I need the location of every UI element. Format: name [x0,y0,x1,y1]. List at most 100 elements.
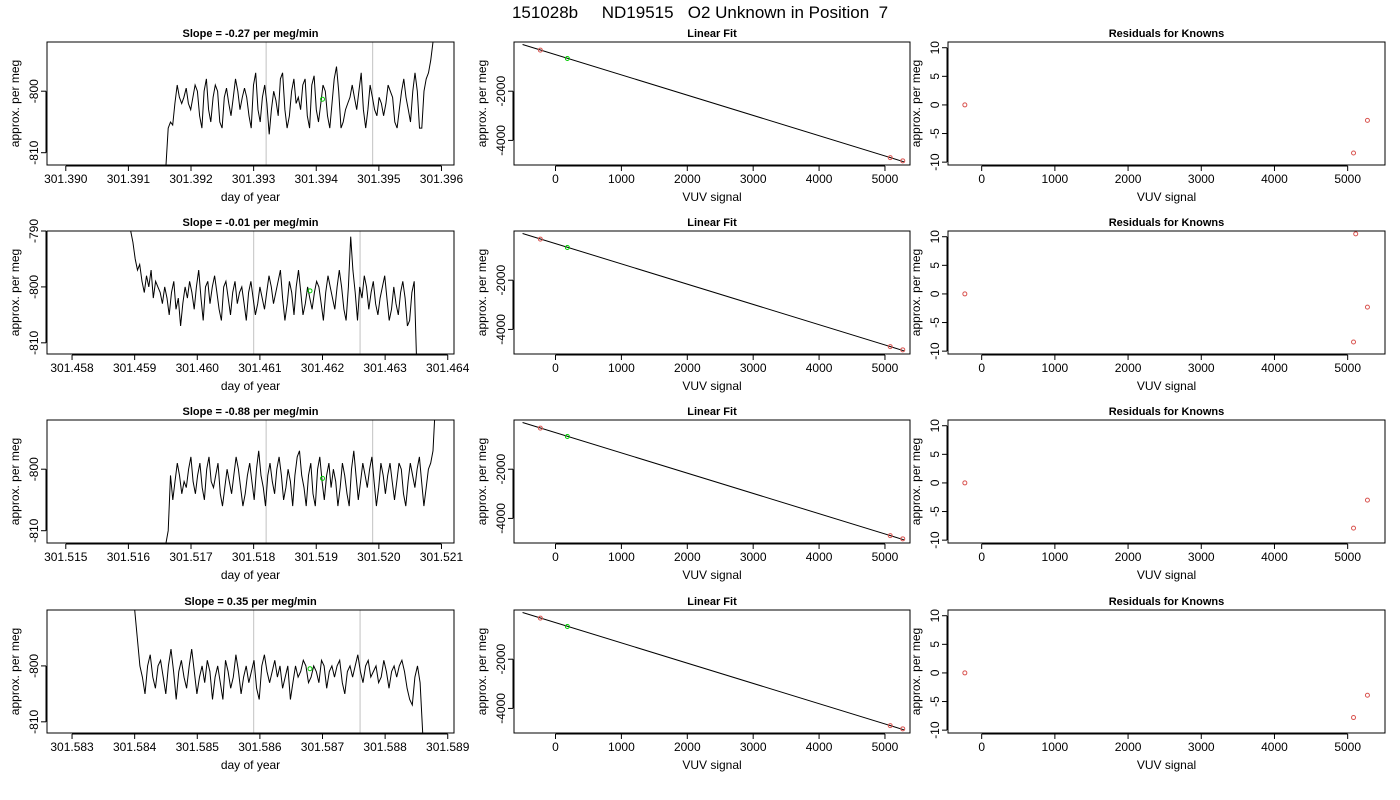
plot-frame [513,609,911,734]
y-axis-label: approx. per meg [909,60,923,147]
x-tick-label: 1000 [1042,550,1069,564]
y-tick-label: -10 [928,721,942,739]
known-point [537,615,543,621]
plot-frame [513,230,911,355]
plot-frame [513,419,911,544]
x-tick-label: 301.586 [238,740,282,754]
y-tick-label: -4000 [494,314,508,345]
y-tick-label: 0 [928,101,942,108]
x-tick-label: 301.521 [420,550,464,564]
panel-title: Slope = -0.27 per meg/min [182,28,318,40]
x-tick-label: 301.395 [357,172,401,186]
x-tick-label: 4000 [806,740,833,754]
x-axis-label: VUV signal [682,379,741,393]
x-tick-label: 0 [978,740,985,754]
y-axis: -2000 -4000 [494,265,514,345]
y-tick-label: -2000 [494,265,508,296]
y-axis-label: approx. per meg [475,60,489,147]
y-axis: 10 5 0 -5 -10 [928,41,948,171]
panel-title: Linear Fit [687,217,737,229]
x-tick-label: 3000 [740,361,767,375]
y-axis: -2000 -4000 [494,454,514,534]
y-tick-label: -10 [928,531,942,549]
y-tick-label: -800 [27,275,41,299]
x-tick-label: 301.394 [295,172,339,186]
x-tick-label: 3000 [740,550,767,564]
x-tick-label: 1000 [608,361,635,375]
x-tick-label: 3000 [1188,550,1215,564]
plot-frame [46,41,455,166]
x-tick-label: 301.520 [357,550,401,564]
plot-area [962,231,1370,345]
x-tick-label: 1000 [608,172,635,186]
x-tick-label: 301.518 [232,550,276,564]
x-tick-label: 301.584 [113,740,157,754]
fit-line [522,611,905,731]
y-tick-label: 5 [928,451,942,458]
known-point [537,425,543,431]
plot-area [522,421,906,542]
x-tick-label: 5000 [1334,740,1361,754]
y-axis: 10 5 0 -5 -10 [928,609,948,739]
x-tick-label: 301.461 [238,361,282,375]
x-tick-label: 301.390 [44,172,88,186]
fit-line [522,43,905,163]
x-tick-label: 0 [552,740,559,754]
x-axis-label: VUV signal [1137,568,1196,582]
y-tick-label: -810 [27,709,41,733]
x-tick-label: 301.464 [426,361,470,375]
known-point [900,536,906,542]
x-tick-label: 4000 [806,172,833,186]
x-tick-label: 5000 [1334,550,1361,564]
x-tick-label: 301.516 [107,550,151,564]
known-point [1364,117,1370,123]
panel-title: Linear Fit [687,596,737,608]
x-tick-label: 2000 [674,172,701,186]
y-tick-label: -800 [27,654,41,678]
y-axis-label: approx. per meg [909,438,923,525]
y-tick-label: -4000 [494,693,508,724]
panel-title: Slope = 0.35 per meg/min [184,596,317,608]
x-axis-label: day of year [221,568,280,582]
known-point [887,723,893,729]
panel-2-1: Linear Fit 0 1000 2000 3000 4000 5000 VUV signa… [475,28,911,204]
y-tick-label: 5 [928,73,942,80]
plot-area [962,102,1370,156]
unknown-point [564,244,570,250]
plot-frame [513,41,911,166]
y-tick-label: 5 [928,641,942,648]
x-axis: 301.458 301.459 301.460 301.461 301.462 301.4… [50,354,470,375]
x-axis-label: day of year [221,379,280,393]
x-axis: 301.515 301.516 301.517 301.518 301.519 301.5… [44,543,464,564]
y-tick-label: -5 [928,128,942,139]
y-axis-label: approx. per meg [8,438,22,525]
known-point [900,158,906,164]
x-axis: 0 1000 2000 3000 4000 5000 [552,733,899,754]
x-axis-label: VUV signal [1137,758,1196,772]
x-tick-label: 0 [978,172,985,186]
known-point [887,533,893,539]
x-tick-label: 301.393 [232,172,276,186]
y-tick-label: -10 [928,342,942,360]
panel-title: Residuals for Knowns [1109,406,1225,418]
plot-frame [46,230,455,355]
unknown-point [307,666,313,672]
x-tick-label: 301.588 [363,740,407,754]
plot-area [165,42,434,165]
x-tick-label: 5000 [1334,172,1361,186]
x-tick-label: 301.460 [176,361,220,375]
x-tick-label: 5000 [872,740,899,754]
y-axis-label: approx. per meg [475,438,489,525]
y-tick-label: -10 [928,153,942,171]
x-tick-label: 301.392 [169,172,213,186]
x-axis: 0 1000 2000 3000 4000 5000 [552,543,899,564]
y-axis: -2000 -4000 [494,76,514,156]
x-axis-label: day of year [221,190,280,204]
y-axis: -800 -810 [27,654,47,734]
x-tick-label: 3000 [1188,740,1215,754]
y-tick-label: -790 [27,219,41,243]
series-line [134,610,424,733]
